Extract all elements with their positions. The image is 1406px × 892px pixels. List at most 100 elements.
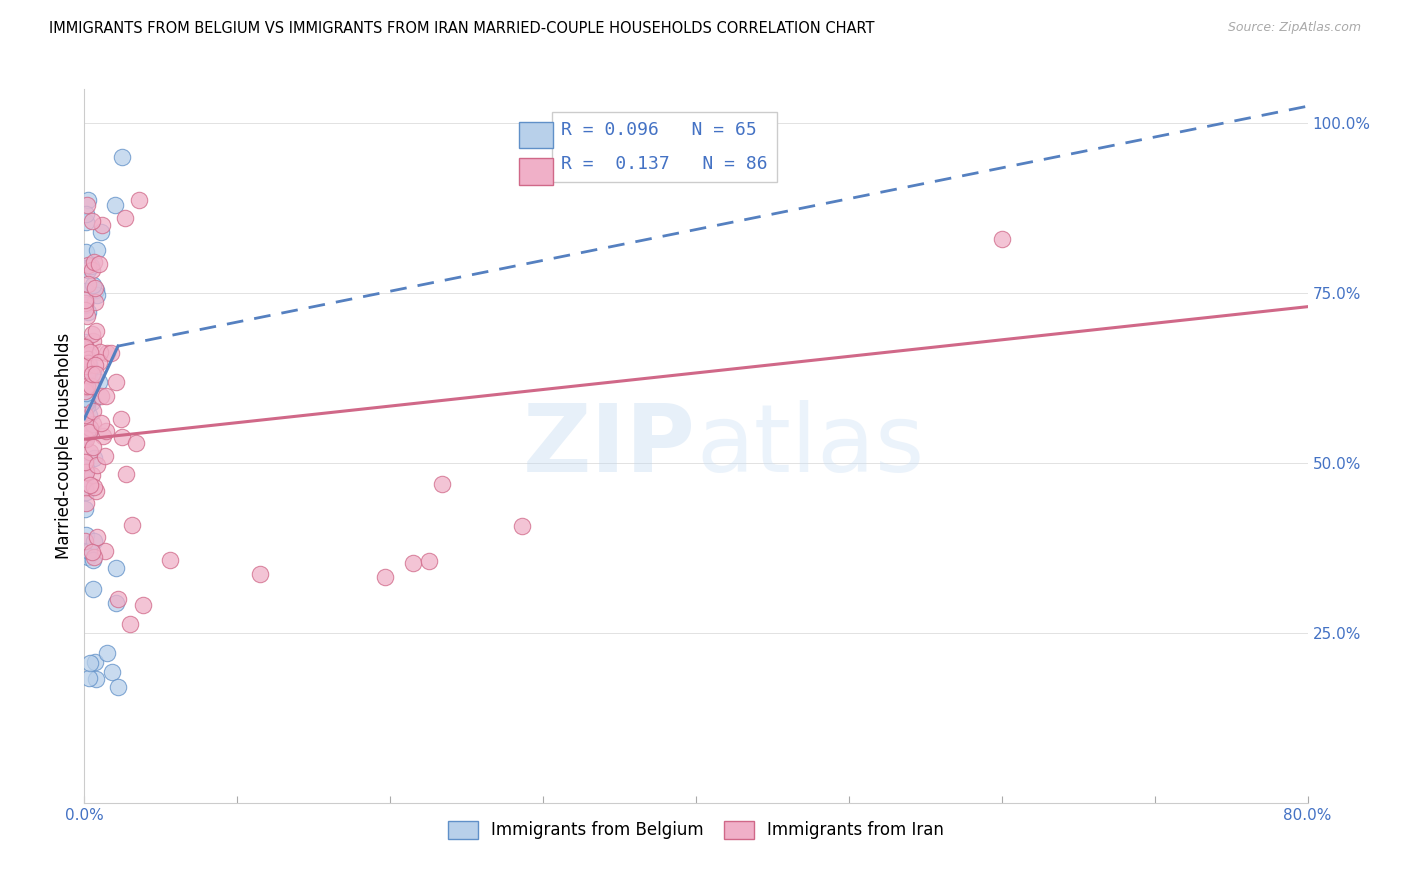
Point <box>75 245 97 260</box>
Point <box>80 377 103 392</box>
Point <box>75 371 97 385</box>
Point <box>80 327 103 342</box>
Point <box>75 428 97 442</box>
Point <box>82 214 104 228</box>
Point <box>128 193 150 207</box>
Point <box>105 375 128 389</box>
Point <box>79 424 101 438</box>
Point <box>84 324 107 338</box>
Point <box>75 496 97 510</box>
Point <box>86 530 108 544</box>
Point <box>107 680 129 694</box>
Text: Source: ZipAtlas.com: Source: ZipAtlas.com <box>1227 21 1361 34</box>
Point <box>91 429 114 443</box>
Legend: Immigrants from Belgium, Immigrants from Iran: Immigrants from Belgium, Immigrants from… <box>441 814 950 846</box>
Point <box>76 359 98 374</box>
Point <box>76 259 98 273</box>
Point <box>90 225 112 239</box>
Point <box>159 553 181 567</box>
Point <box>249 566 271 581</box>
Point <box>82 417 104 431</box>
Point <box>80 468 103 483</box>
Point <box>75 422 97 436</box>
Point <box>114 211 136 226</box>
Point <box>91 218 114 232</box>
Point <box>100 346 122 360</box>
Point <box>82 404 104 418</box>
Point <box>80 259 103 273</box>
Point <box>73 409 96 423</box>
Point <box>75 359 97 374</box>
Point <box>79 425 101 440</box>
Point <box>84 367 107 381</box>
Point <box>402 557 425 571</box>
Point <box>77 277 100 291</box>
Point <box>76 392 98 407</box>
Point <box>82 365 104 379</box>
Point <box>125 436 148 450</box>
Point <box>75 395 97 409</box>
Point <box>94 425 117 439</box>
Point <box>80 367 103 381</box>
Point <box>430 476 453 491</box>
Point <box>86 288 108 302</box>
Point <box>83 255 105 269</box>
Point <box>86 458 108 472</box>
Point <box>75 380 97 394</box>
FancyBboxPatch shape <box>519 122 553 148</box>
Point <box>75 455 97 469</box>
Point <box>104 198 127 212</box>
Point <box>86 244 108 258</box>
Point <box>110 150 132 164</box>
Point <box>83 451 105 466</box>
Point <box>77 356 100 370</box>
Point <box>76 399 98 413</box>
Point <box>418 553 440 567</box>
Point <box>82 553 104 567</box>
Point <box>73 384 96 399</box>
Point <box>73 335 96 350</box>
Point <box>121 517 143 532</box>
Point <box>80 394 103 409</box>
Text: ZIP: ZIP <box>523 400 696 492</box>
Text: atlas: atlas <box>696 400 924 492</box>
Point <box>83 655 105 669</box>
Point <box>76 378 98 392</box>
Point <box>76 394 98 409</box>
Point <box>73 298 96 312</box>
Point <box>75 461 97 475</box>
Point <box>87 355 110 369</box>
FancyBboxPatch shape <box>519 159 553 185</box>
Point <box>75 464 97 478</box>
Point <box>75 207 97 221</box>
Point <box>82 582 104 596</box>
Point <box>75 259 97 273</box>
Point <box>79 421 101 435</box>
Point <box>79 445 101 459</box>
Point <box>75 386 97 401</box>
Point <box>82 440 104 454</box>
Point <box>79 357 101 371</box>
Point <box>73 295 96 310</box>
Point <box>77 408 100 422</box>
Point <box>76 285 98 299</box>
Point <box>77 671 100 685</box>
Point <box>73 303 96 318</box>
Point <box>104 561 127 575</box>
Point <box>75 390 97 404</box>
Text: R = 0.096   N = 65
R =  0.137   N = 86: R = 0.096 N = 65 R = 0.137 N = 86 <box>561 121 768 173</box>
Point <box>75 485 97 500</box>
Point <box>79 345 101 359</box>
Point <box>75 465 97 479</box>
Point <box>75 433 97 447</box>
Point <box>991 232 1014 246</box>
Point <box>87 257 110 271</box>
Point <box>75 471 97 485</box>
Point <box>79 656 101 670</box>
Point <box>75 481 97 495</box>
Point <box>83 533 105 548</box>
Point <box>80 378 103 392</box>
Point <box>76 549 98 564</box>
Point <box>75 379 97 393</box>
Point <box>73 501 96 516</box>
